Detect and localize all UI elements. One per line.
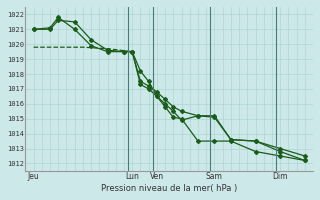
X-axis label: Pression niveau de la mer( hPa ): Pression niveau de la mer( hPa ) [101,184,237,193]
